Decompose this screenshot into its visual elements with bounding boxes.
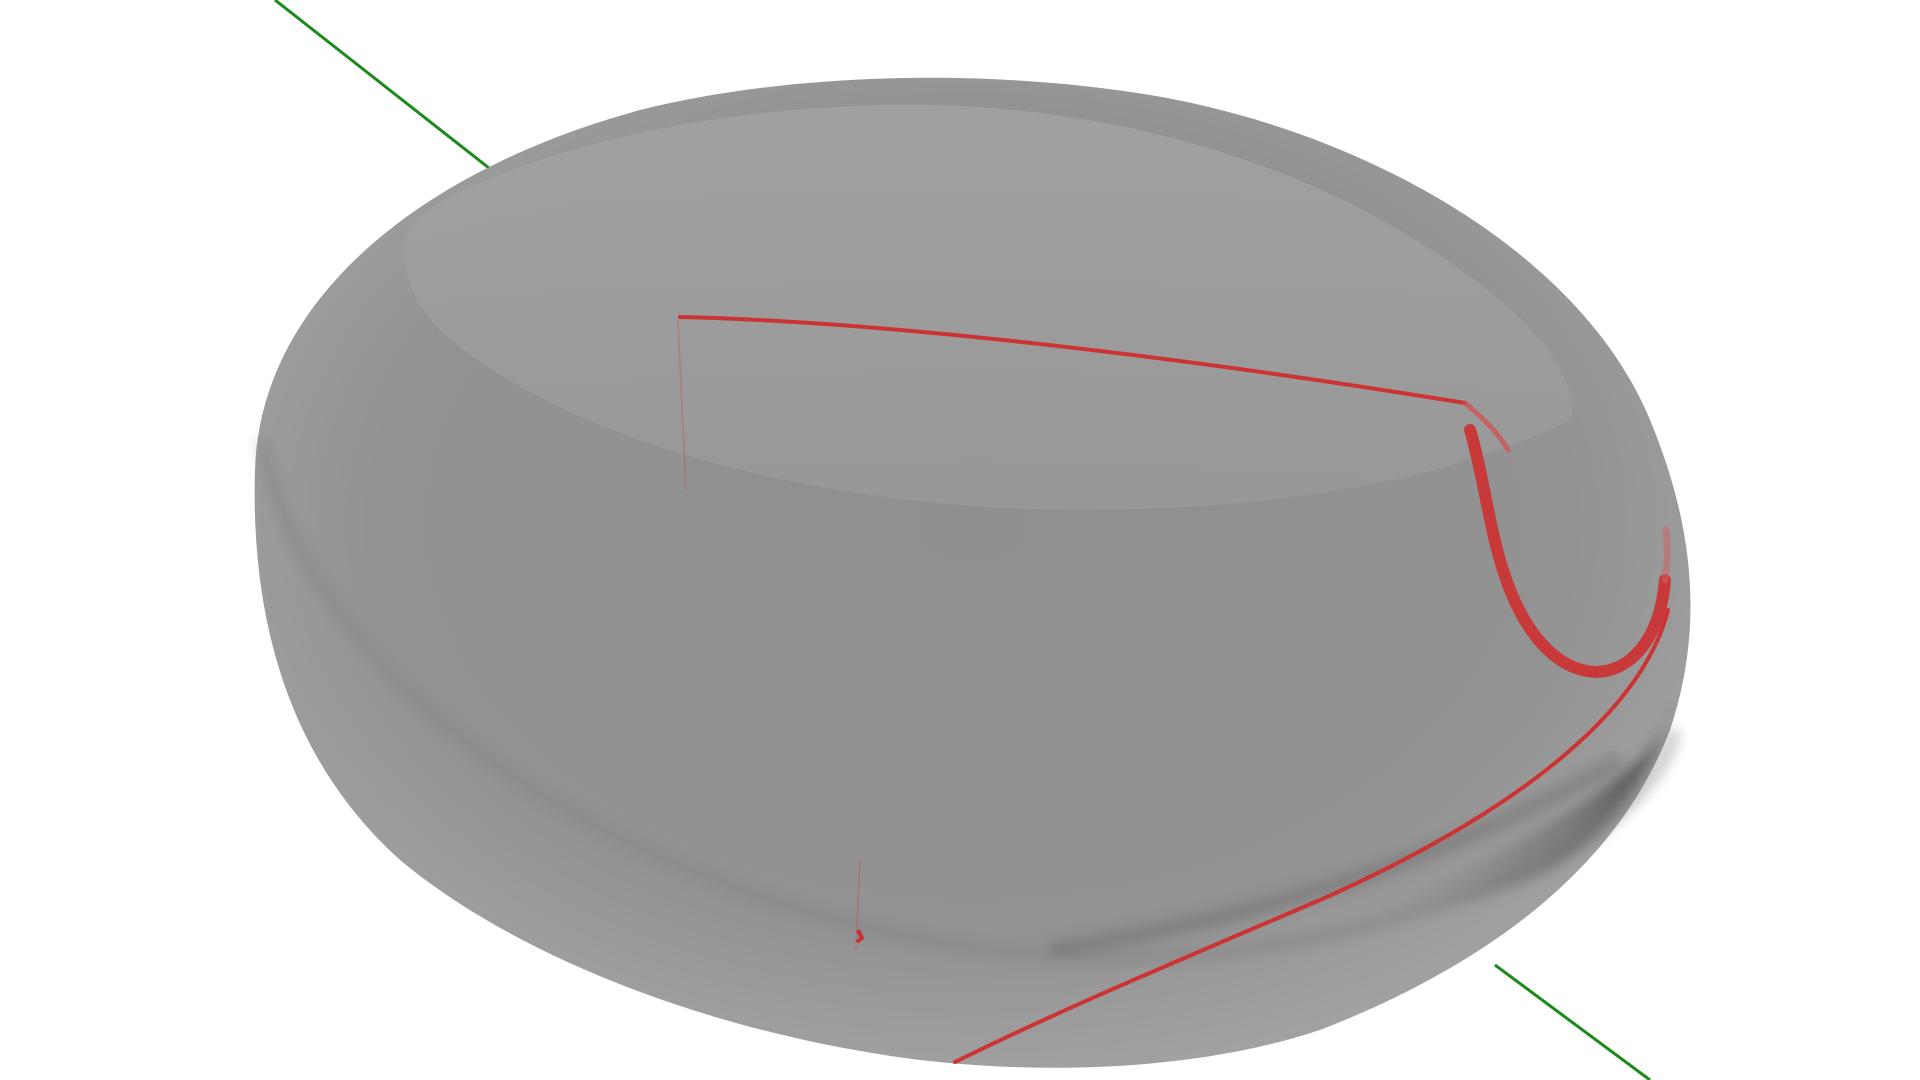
red-small-mark [855, 929, 865, 944]
red-curve-top-arc [678, 315, 1467, 405]
ellipsoid-lower-rim [257, 439, 1680, 963]
red-curve-faint-tail [1661, 526, 1671, 584]
red-curve-descent [1464, 424, 1671, 679]
ellipsoid-shadow [1380, 700, 1672, 909]
ellipsoid-top-cap [404, 104, 1573, 510]
green-axis-lower [1494, 963, 1651, 1080]
red-curve-hook [1462, 400, 1511, 453]
red-drop-line-center [855, 859, 861, 951]
red-drop-line-left [677, 319, 687, 491]
ellipsoid-shadow-streak [1048, 752, 1625, 959]
red-curve-lower-sweep [953, 608, 1670, 1064]
